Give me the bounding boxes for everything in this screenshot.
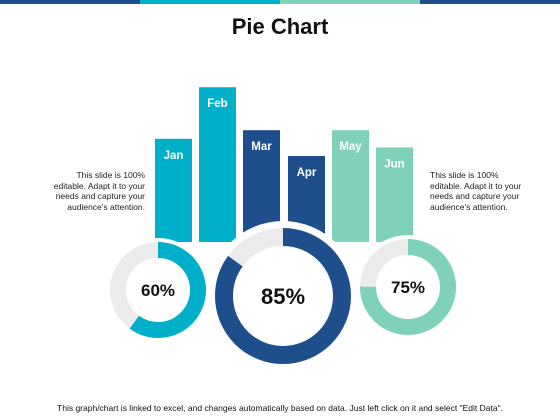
donut-value-label: 85%	[261, 284, 305, 309]
footer-note: This graph/chart is linked to excel, and…	[57, 403, 503, 413]
top-accent-bar	[0, 0, 560, 4]
donut-series: 60% 85% 75%	[106, 221, 460, 371]
bar	[199, 87, 236, 242]
top-accent-segment	[0, 0, 140, 4]
bar-series: Jan Feb Mar Apr May Jun	[155, 87, 413, 242]
bar-label: Feb	[207, 98, 227, 110]
bar-label: May	[339, 141, 362, 153]
bar-label: Jan	[164, 150, 184, 162]
bar	[332, 130, 369, 242]
donut-arc	[215, 228, 351, 364]
top-accent-segment	[280, 0, 420, 4]
donut-value-label: 60%	[141, 281, 175, 300]
bar	[376, 147, 413, 242]
bar-label: Apr	[297, 167, 317, 179]
donut-arc	[110, 242, 206, 338]
side-text-right: This slide is 100% editable. Adapt it to…	[430, 170, 522, 212]
page-title: Pie Chart	[231, 14, 329, 39]
bar-label: Jun	[384, 158, 404, 170]
bar-label: Mar	[251, 141, 272, 153]
donut-value-label: 75%	[391, 278, 425, 297]
bar	[155, 138, 192, 242]
top-accent-segment	[420, 0, 560, 4]
top-accent-segment	[140, 0, 280, 4]
donut-arc	[360, 239, 456, 335]
side-text-left: This slide is 100% editable. Adapt it to…	[53, 170, 145, 212]
